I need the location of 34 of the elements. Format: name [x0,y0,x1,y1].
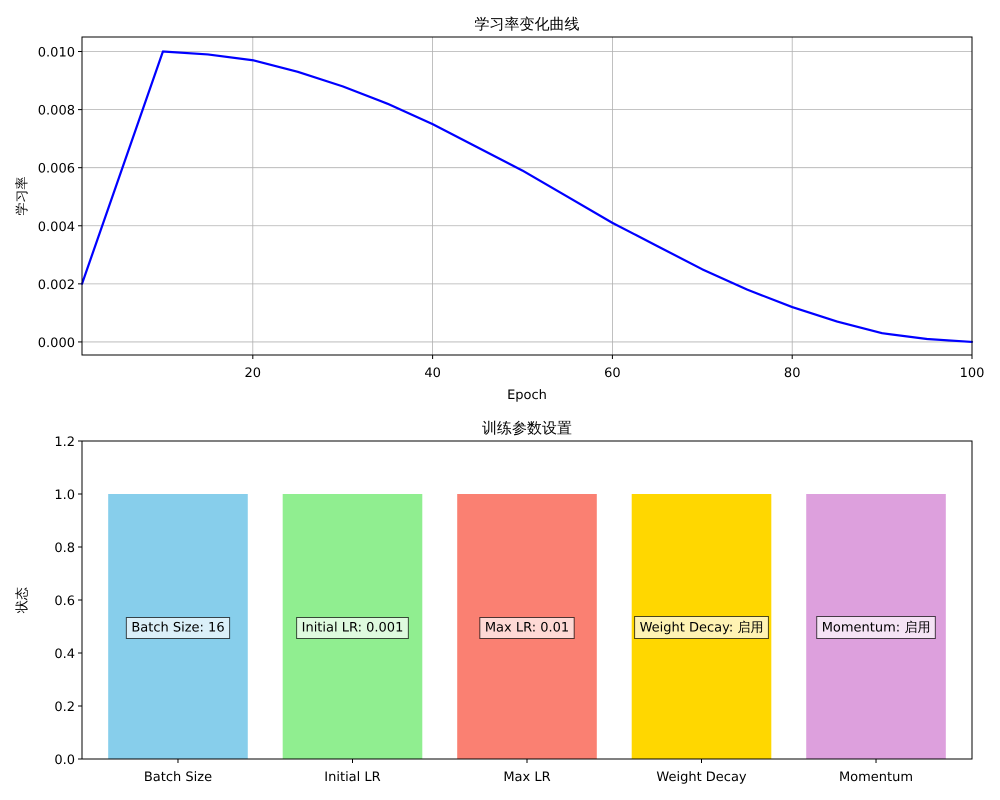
y-tick-label: 0.2 [54,700,75,715]
annotation: Weight Decay: 启用 [640,620,764,636]
y-tick-label: 1.0 [54,488,75,503]
x-tick-label: 60 [604,366,621,381]
x-tick-label: 80 [784,366,800,381]
y-tick-label: 0.000 [38,336,75,351]
y-tick-label: 0.010 [38,46,75,61]
y-tick-label: 0.8 [54,541,75,556]
y-tick-label: 0.004 [38,220,75,235]
y-tick-label: 0.0 [54,753,75,768]
x-tick-label: Weight Decay [656,770,747,785]
y-tick-label: 0.4 [54,647,75,662]
y-tick-label: 0.006 [38,162,75,177]
chart-title: 训练参数设置 [482,419,572,437]
y-axis-title: 学习率 [14,176,30,216]
x-tick-label: 20 [244,366,262,381]
x-tick-label: Batch Size [144,770,212,785]
annotation: Batch Size: 16 [131,620,225,636]
y-tick-label: 0.6 [54,594,75,609]
x-tick-label: Momentum [838,770,914,785]
x-tick-label: 100 [960,366,984,381]
x-tick-label: Max LR [503,770,551,785]
annotation: Momentum: 启用 [822,620,930,636]
annotation: Max LR: 0.01 [484,620,570,636]
x-tick-label: 40 [424,366,441,381]
line-series [80,50,974,344]
x-axis-title: Epoch [507,388,547,403]
chart-title: 学习率变化曲线 [474,15,580,33]
y-axis-title: 状态 [15,587,30,614]
y-tick-label: 0.002 [38,278,75,293]
x-tick-label: Initial LR [324,770,381,785]
annotation: Initial LR: 0.001 [302,620,404,636]
y-tick-label: 1.2 [54,435,75,450]
y-tick-label: 0.008 [38,104,75,119]
